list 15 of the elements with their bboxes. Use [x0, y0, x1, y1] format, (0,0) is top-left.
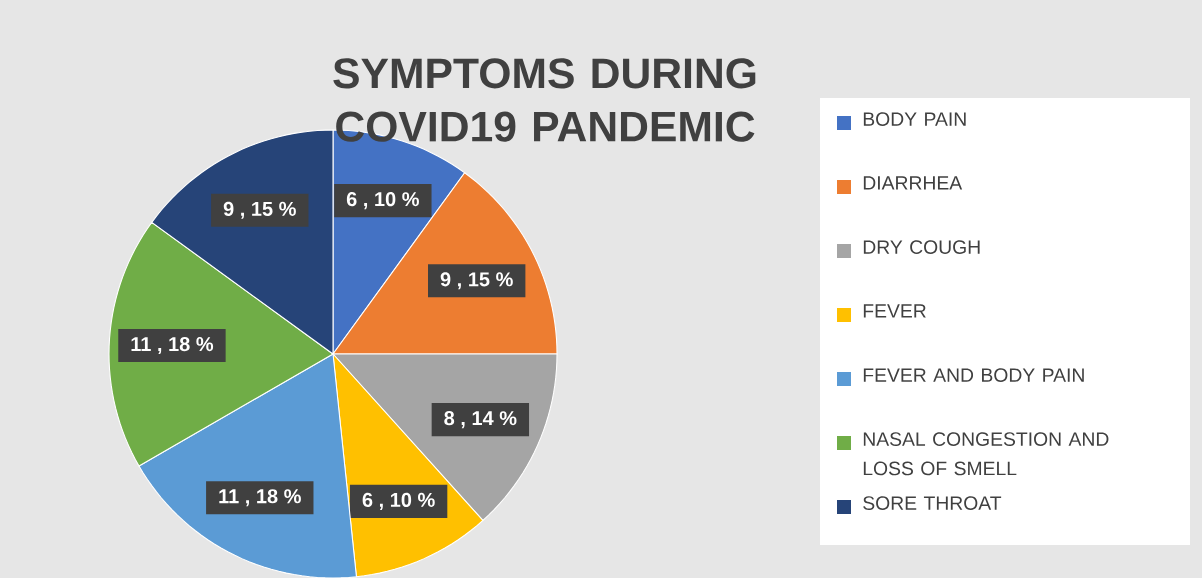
data-label: 8 , 14 % [444, 411, 517, 429]
legend-label: FEVER [863, 304, 926, 318]
legend-label: FEVER AND BODY PAIN [863, 368, 1084, 382]
data-label: 6 , 10 % [346, 192, 419, 210]
data-label: 9 , 15 % [440, 272, 513, 290]
data-label: 9 , 15 % [223, 201, 296, 219]
legend-label: DIARRHEA [863, 176, 963, 190]
legend-label: NASAL CONGESTION AND LOSS OF SMELL [863, 432, 1109, 476]
legend-label: DRY COUGH [863, 240, 980, 254]
chart-title: SYMPTOMS DURING COVID19 PANDEMIC [333, 58, 756, 142]
legend-label: BODY PAIN [863, 112, 966, 126]
data-label: 11 , 18 % [219, 489, 301, 507]
data-label: 11 , 18 % [131, 337, 214, 355]
legend-label: SORE THROAT [863, 496, 1002, 510]
data-label: 6 , 10 % [362, 492, 435, 510]
